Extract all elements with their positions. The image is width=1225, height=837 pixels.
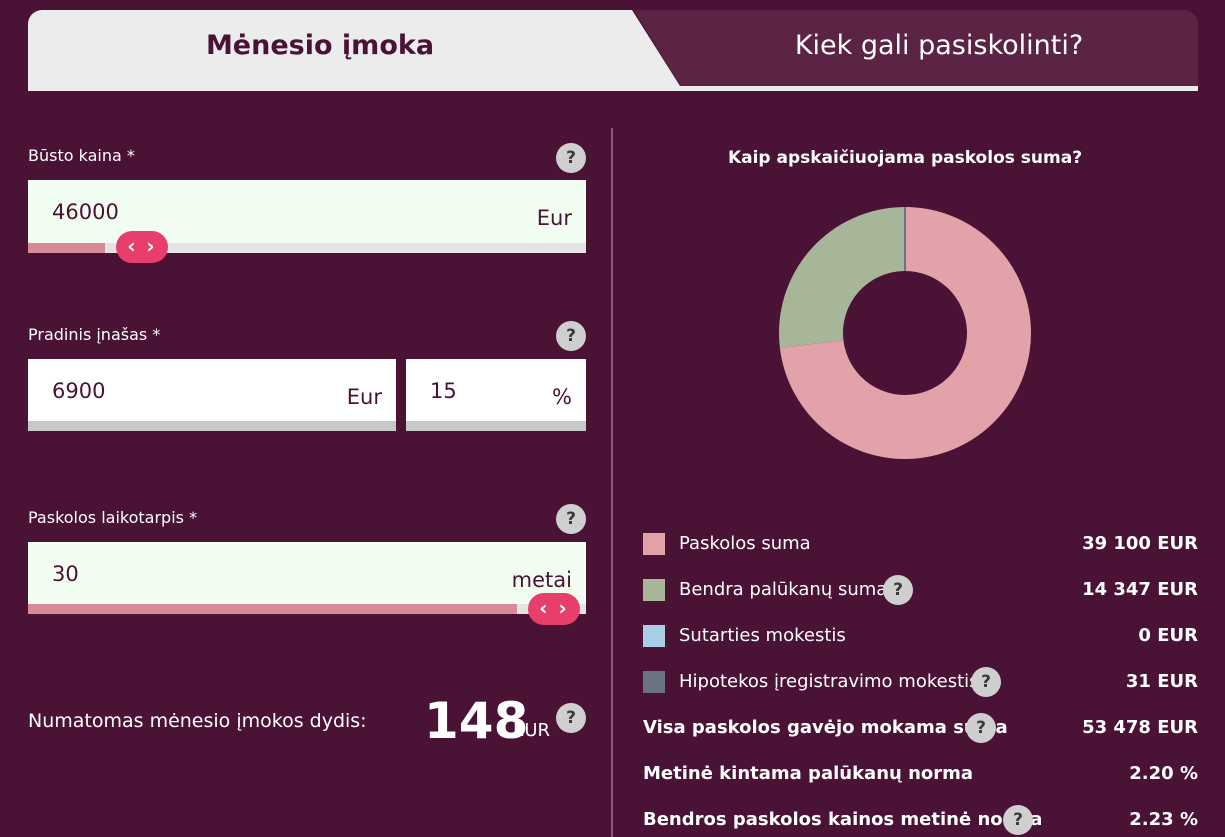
summary-amount: 2.20 % xyxy=(1129,763,1198,784)
legend-amount: 31 EUR xyxy=(1125,671,1198,692)
tab-monthly-payment[interactable]: Mėnesio įmoka xyxy=(28,10,680,86)
summary-row: Visa paskolos gavėjo mokama suma ? 53 47… xyxy=(643,713,1198,745)
monthly-payment-label: Numatomas mėnesio įmokos dydis: xyxy=(28,710,367,732)
chart-title: Kaip apskaičiuojama paskolos suma? xyxy=(727,148,1083,168)
tab-how-much-borrow[interactable]: Kiek gali pasiskolinti? xyxy=(634,10,1198,86)
loan-term-input[interactable]: 30 metai xyxy=(28,542,586,614)
house-price-value: 46000 xyxy=(52,200,119,224)
loan-term-slider-track[interactable] xyxy=(28,604,586,614)
down-payment-percent-value: 15 xyxy=(430,379,457,403)
house-price-input[interactable]: 46000 Eur xyxy=(28,180,586,253)
tab-bar: Mėnesio įmoka Kiek gali pasiskolinti? xyxy=(28,10,1198,92)
loan-breakdown-donut-chart xyxy=(779,207,1031,459)
monthly-payment-help-icon[interactable]: ? xyxy=(556,703,586,733)
loan-term-help-icon[interactable]: ? xyxy=(556,504,586,534)
apr-help-icon[interactable]: ? xyxy=(1003,805,1033,835)
legend-swatch xyxy=(643,579,665,601)
total-payable-help-icon[interactable]: ? xyxy=(966,713,996,743)
summary-label: Bendros paskolos kainos metinė norma xyxy=(643,809,1043,830)
loan-term-label: Paskolos laikotarpis * xyxy=(28,508,198,527)
tab-underline xyxy=(28,86,1198,91)
house-price-unit: Eur xyxy=(536,206,572,230)
legend-label: Bendra palūkanų suma xyxy=(679,579,888,600)
summary-row: Metinė kintama palūkanų norma 2.20 % xyxy=(643,761,1198,791)
legend-item: Paskolos suma 39 100 EUR xyxy=(643,531,1198,561)
summary-amount: 53 478 EUR xyxy=(1082,717,1198,738)
down-payment-percent-input[interactable]: 15 % xyxy=(406,359,586,431)
column-divider xyxy=(611,128,613,837)
summary-label: Metinė kintama palūkanų norma xyxy=(643,763,974,784)
loan-term-value: 30 xyxy=(52,562,79,586)
mortgage-registration-help-icon[interactable]: ? xyxy=(971,667,1001,697)
legend-item: Sutarties mokestis 0 EUR xyxy=(643,623,1198,653)
down-payment-label: Pradinis įnašas * xyxy=(28,325,161,344)
donut-slice-2 xyxy=(779,207,905,348)
house-price-slider-handle[interactable]: ‹ › xyxy=(115,231,168,263)
down-payment-help-icon[interactable]: ? xyxy=(556,321,586,351)
tab-monthly-payment-label: Mėnesio įmoka xyxy=(205,30,435,61)
legend-amount: 39 100 EUR xyxy=(1082,533,1198,554)
donut-slice-1 xyxy=(779,207,1031,459)
monthly-payment-value: 148 xyxy=(424,692,529,750)
legend-label: Sutarties mokestis xyxy=(679,625,846,646)
house-price-help-icon[interactable]: ? xyxy=(556,143,586,173)
tab-how-much-borrow-label: Kiek gali pasiskolinti? xyxy=(794,30,1084,61)
interest-help-icon[interactable]: ? xyxy=(883,575,913,605)
legend-swatch xyxy=(643,625,665,647)
down-payment-amount-value: 6900 xyxy=(52,379,106,403)
loan-term-slider-handle[interactable]: ‹ › xyxy=(528,593,580,625)
summary-amount: 2.23 % xyxy=(1129,809,1198,830)
down-payment-amount-unit: Eur xyxy=(346,385,382,409)
house-price-slider-fill xyxy=(28,243,105,253)
loan-term-unit: metai xyxy=(511,568,572,592)
legend-swatch xyxy=(643,671,665,693)
house-price-slider-track[interactable] xyxy=(28,243,586,253)
legend-label: Hipotekos įregistravimo mokestis xyxy=(679,671,979,692)
legend-swatch xyxy=(643,533,665,555)
legend-label: Paskolos suma xyxy=(679,533,811,554)
summary-label: Visa paskolos gavėjo mokama suma xyxy=(643,717,1008,738)
down-payment-percent-unit: % xyxy=(552,385,572,409)
down-payment-amount-underline xyxy=(28,421,396,431)
monthly-payment-unit: EUR xyxy=(513,720,551,741)
loan-term-slider-fill xyxy=(28,604,517,614)
legend-item: Hipotekos įregistravimo mokestis ? 31 EU… xyxy=(643,667,1198,699)
down-payment-percent-underline xyxy=(406,421,586,431)
house-price-label: Būsto kaina * xyxy=(28,146,135,165)
summary-row: Bendros paskolos kainos metinė norma ? 2… xyxy=(643,805,1198,837)
legend-item: Bendra palūkanų suma ? 14 347 EUR xyxy=(643,575,1198,607)
legend-amount: 14 347 EUR xyxy=(1082,579,1198,600)
down-payment-amount-input[interactable]: 6900 Eur xyxy=(28,359,396,431)
legend-amount: 0 EUR xyxy=(1138,625,1198,646)
